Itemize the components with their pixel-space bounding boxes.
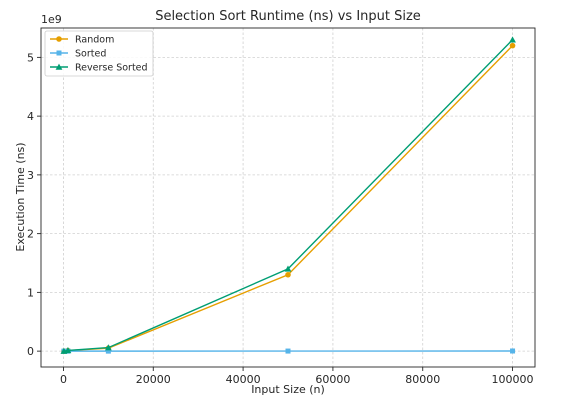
plot-series bbox=[61, 36, 516, 354]
data-point-sorted bbox=[286, 349, 291, 354]
y-axis-multiplier: 1e9 bbox=[41, 13, 62, 26]
legend-label: Random bbox=[75, 34, 114, 45]
legend-marker bbox=[56, 36, 62, 42]
x-axis-label: Input Size (n) bbox=[251, 383, 325, 396]
y-tick-label: 0 bbox=[27, 345, 34, 358]
chart-title: Selection Sort Runtime (ns) vs Input Siz… bbox=[155, 9, 421, 24]
data-point-reverse-sorted bbox=[509, 36, 516, 42]
series-line-reverse-sorted bbox=[64, 40, 513, 351]
data-point-random bbox=[510, 43, 516, 49]
plot-frame bbox=[41, 28, 535, 367]
x-tick-label: 80000 bbox=[405, 373, 440, 386]
series-line-random bbox=[64, 46, 513, 352]
series-random bbox=[61, 43, 515, 354]
grid bbox=[41, 28, 535, 367]
legend-marker bbox=[57, 51, 62, 56]
y-tick-label: 4 bbox=[27, 110, 34, 123]
data-point-random bbox=[285, 272, 291, 278]
x-tick-label: 20000 bbox=[136, 373, 171, 386]
series-reverse-sorted bbox=[61, 36, 516, 354]
legend-label: Sorted bbox=[75, 48, 106, 59]
y-tick-label: 3 bbox=[27, 169, 34, 182]
y-axis-label: Execution Time (ns) bbox=[14, 142, 27, 251]
legend-label: Reverse Sorted bbox=[75, 62, 148, 73]
legend: Random Sorted Reverse Sorted bbox=[45, 31, 153, 76]
series-sorted bbox=[61, 348, 515, 353]
y-tick-label: 1 bbox=[27, 286, 34, 299]
y-tick-label: 5 bbox=[27, 51, 34, 64]
y-tick-label: 2 bbox=[27, 228, 34, 241]
x-tick-label: 100000 bbox=[492, 373, 534, 386]
x-tick-label: 0 bbox=[60, 373, 67, 386]
data-point-sorted bbox=[510, 348, 515, 353]
